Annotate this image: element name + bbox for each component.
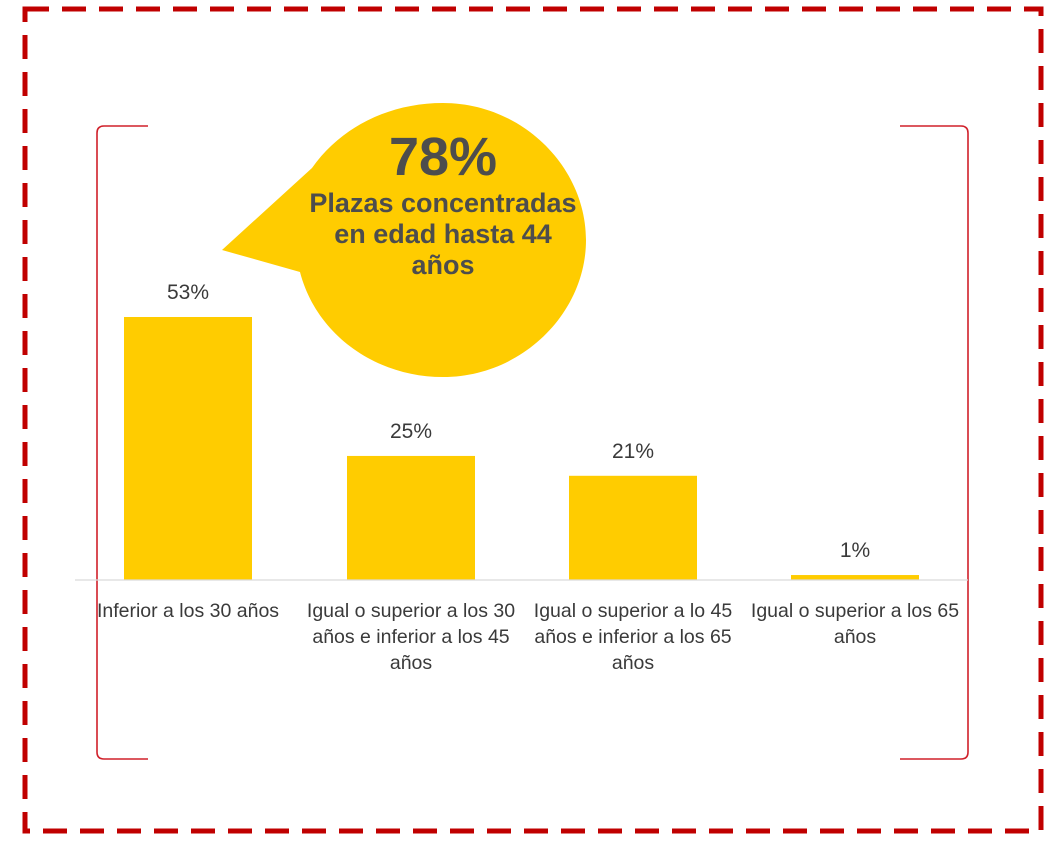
bar-series bbox=[124, 317, 919, 580]
callout-bubble bbox=[222, 103, 586, 377]
data-label-1: 53% bbox=[166, 281, 210, 304]
callout-label: Plazas concentradas en edad hasta 44 año… bbox=[309, 188, 577, 280]
data-label-4: 1% bbox=[839, 539, 871, 563]
bar-2 bbox=[347, 455, 475, 580]
bar-4 bbox=[791, 575, 919, 580]
bar-3 bbox=[569, 475, 697, 580]
category-label-2: Igual o superior a los 30 años e inferio… bbox=[306, 600, 516, 674]
right-bracket bbox=[900, 125, 969, 760]
callout-text: 78% Plazas concentradas en edad hasta 44… bbox=[298, 126, 588, 281]
dashed-frame bbox=[22, 6, 1044, 834]
callout-value: 78% bbox=[388, 127, 498, 187]
data-label-2: 25% bbox=[389, 419, 433, 443]
bar-1 bbox=[124, 317, 252, 580]
left-bracket bbox=[96, 125, 148, 760]
data-label-3: 21% bbox=[611, 439, 655, 463]
category-label-1: Inferior a los 30 años bbox=[96, 600, 280, 622]
category-label-4: Igual o superior a los 65 años bbox=[750, 600, 960, 648]
category-label-3: Igual o superior a lo 45 años e inferior… bbox=[533, 600, 733, 674]
